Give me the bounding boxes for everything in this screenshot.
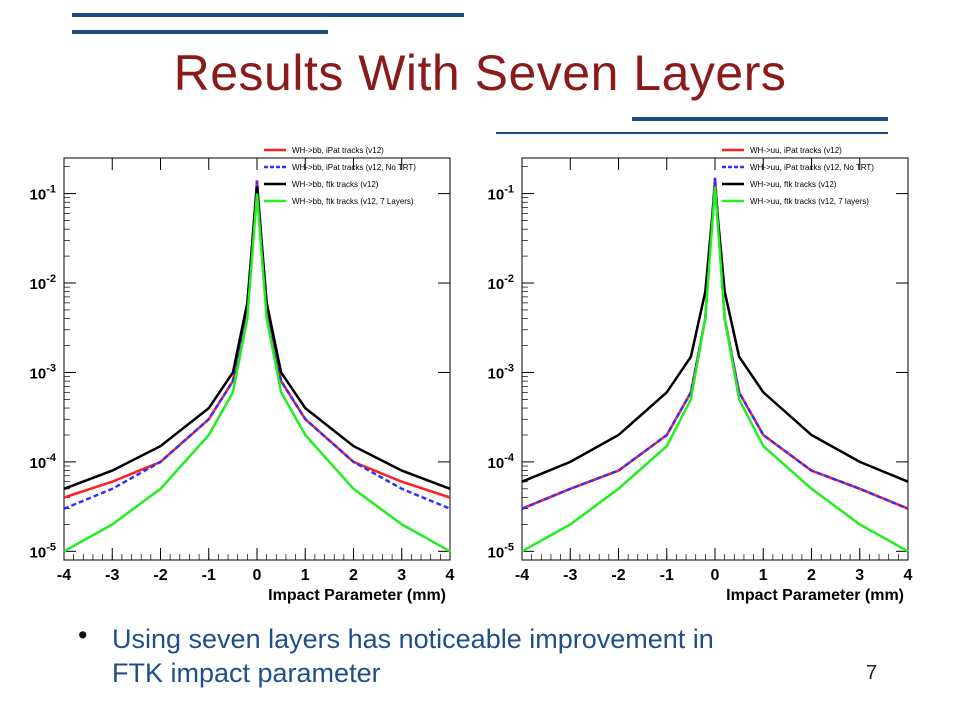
y-tick-label: 10-5	[30, 541, 56, 561]
x-axis-title: Impact Parameter (mm)	[268, 587, 446, 604]
series-line	[63, 180, 451, 510]
y-tick-label: 10-3	[488, 362, 514, 382]
legend-label: WH->bb, iPat tracks (v12)	[292, 146, 384, 155]
chart-left: -4 -3 -2 -1 0 1 2 3 4 10-5 10-4 10-3 10-2 10-1 WH->bb,…	[30, 146, 455, 604]
bullet-text: Using seven layers has noticeable improv…	[112, 624, 714, 688]
series-line	[63, 186, 451, 490]
legend-label: WH->uu, iPat tracks (v12, No TRT)	[750, 163, 874, 172]
legend-label: WH->uu, ftk tracks (v12)	[750, 180, 837, 189]
page-number: 7	[866, 662, 878, 684]
x-tick-label: 3	[397, 567, 406, 584]
x-tick-label: 0	[253, 567, 262, 584]
y-tick-label: 10-2	[30, 273, 56, 293]
series-line	[63, 193, 451, 553]
y-tick-label: 10-1	[488, 184, 514, 204]
x-axis-title: Impact Parameter (mm)	[726, 587, 904, 604]
mid-rule-long	[496, 132, 888, 134]
x-tick-label: -4	[57, 567, 71, 584]
top-rule-short	[72, 30, 328, 34]
bullet-marker: •	[78, 620, 88, 650]
x-tick-label: 1	[759, 567, 768, 584]
x-tick-label: -2	[153, 567, 167, 584]
x-tick-label: -2	[611, 567, 625, 584]
x-tick-label: 1	[301, 567, 310, 584]
x-tick-label: -3	[563, 567, 577, 584]
y-tick-label: 10-4	[488, 452, 515, 472]
legend-label: WH->bb, iPat tracks (v12, No TRT)	[292, 163, 416, 172]
chart-right: -4 -3 -2 -1 0 1 2 3 4 10-5 10-4 10-3 10-2 10-1 WH->uu,…	[488, 146, 913, 604]
top-rule-long	[72, 13, 464, 17]
x-tick-label: 2	[349, 567, 358, 584]
legend-label: WH->bb, ftk tracks (v12, 7 Layers)	[292, 197, 414, 206]
y-tick-label: 10-2	[488, 273, 514, 293]
legend-label: WH->uu, ftk tracks (v12, 7 layers)	[750, 197, 869, 206]
x-tick-label: 4	[904, 567, 913, 584]
y-tick-label: 10-1	[30, 184, 56, 204]
slide-title: Results With Seven Layers	[173, 45, 787, 101]
legend-label: WH->uu, iPat tracks (v12)	[750, 146, 842, 155]
plot-frame	[521, 157, 909, 561]
x-tick-label: -1	[202, 567, 216, 584]
x-tick-label: 2	[807, 567, 816, 584]
x-tick-label: -4	[515, 567, 529, 584]
mid-rule-short	[632, 117, 888, 121]
x-tick-label: 0	[711, 567, 720, 584]
y-tick-label: 10-4	[30, 452, 57, 472]
y-tick-label: 10-3	[30, 362, 56, 382]
series-line	[521, 186, 909, 553]
x-tick-label: -3	[105, 567, 119, 584]
x-tick-label: 4	[446, 567, 455, 584]
series-line	[521, 177, 909, 510]
y-tick-label: 10-5	[488, 541, 514, 561]
legend-label: WH->bb, ftk tracks (v12)	[292, 180, 379, 189]
x-tick-label: 3	[855, 567, 864, 584]
plot-frame	[63, 157, 451, 561]
x-tick-label: -1	[660, 567, 674, 584]
